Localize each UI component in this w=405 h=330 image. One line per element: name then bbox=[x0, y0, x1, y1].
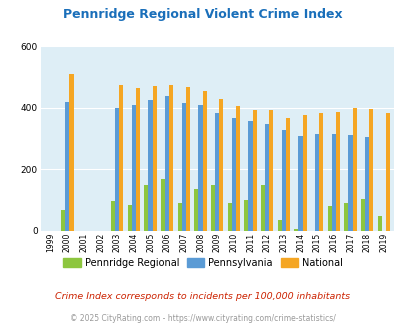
Bar bbox=[198, 105, 202, 231]
Bar bbox=[136, 88, 140, 231]
Bar bbox=[231, 118, 235, 231]
Bar bbox=[227, 203, 231, 231]
Bar bbox=[294, 229, 298, 231]
Bar bbox=[148, 100, 152, 231]
Bar bbox=[215, 113, 219, 231]
Bar bbox=[368, 109, 373, 231]
Bar bbox=[302, 115, 306, 231]
Bar bbox=[377, 215, 381, 231]
Bar bbox=[202, 91, 206, 231]
Bar bbox=[235, 106, 239, 231]
Bar bbox=[281, 130, 285, 231]
Bar bbox=[61, 210, 65, 231]
Bar bbox=[248, 121, 252, 231]
Bar bbox=[244, 200, 248, 231]
Bar bbox=[160, 179, 165, 231]
Bar bbox=[119, 85, 123, 231]
Text: Crime Index corresponds to incidents per 100,000 inhabitants: Crime Index corresponds to incidents per… bbox=[55, 292, 350, 301]
Bar bbox=[347, 135, 352, 231]
Bar bbox=[269, 110, 273, 231]
Bar bbox=[144, 185, 148, 231]
Bar bbox=[194, 189, 198, 231]
Text: © 2025 CityRating.com - https://www.cityrating.com/crime-statistics/: © 2025 CityRating.com - https://www.city… bbox=[70, 314, 335, 323]
Bar bbox=[69, 74, 73, 231]
Bar bbox=[111, 201, 115, 231]
Bar bbox=[318, 113, 323, 231]
Bar bbox=[181, 103, 185, 231]
Bar bbox=[364, 137, 368, 231]
Legend: Pennridge Regional, Pennsylvania, National: Pennridge Regional, Pennsylvania, Nation… bbox=[59, 254, 346, 272]
Bar bbox=[211, 185, 215, 231]
Bar bbox=[331, 134, 335, 231]
Bar bbox=[298, 136, 302, 231]
Bar bbox=[65, 102, 69, 231]
Bar bbox=[327, 206, 331, 231]
Bar bbox=[252, 110, 256, 231]
Bar bbox=[260, 185, 264, 231]
Bar bbox=[277, 220, 281, 231]
Bar bbox=[169, 85, 173, 231]
Bar bbox=[335, 112, 339, 231]
Bar bbox=[127, 205, 132, 231]
Bar bbox=[115, 108, 119, 231]
Bar bbox=[385, 113, 389, 231]
Text: Pennridge Regional Violent Crime Index: Pennridge Regional Violent Crime Index bbox=[63, 8, 342, 21]
Bar bbox=[264, 124, 269, 231]
Bar bbox=[285, 118, 290, 231]
Bar bbox=[132, 105, 136, 231]
Bar bbox=[219, 99, 223, 231]
Bar bbox=[165, 96, 169, 231]
Bar bbox=[177, 203, 181, 231]
Bar bbox=[185, 87, 190, 231]
Bar bbox=[352, 108, 356, 231]
Bar bbox=[360, 199, 364, 231]
Bar bbox=[314, 134, 318, 231]
Bar bbox=[343, 203, 347, 231]
Bar bbox=[152, 85, 156, 231]
